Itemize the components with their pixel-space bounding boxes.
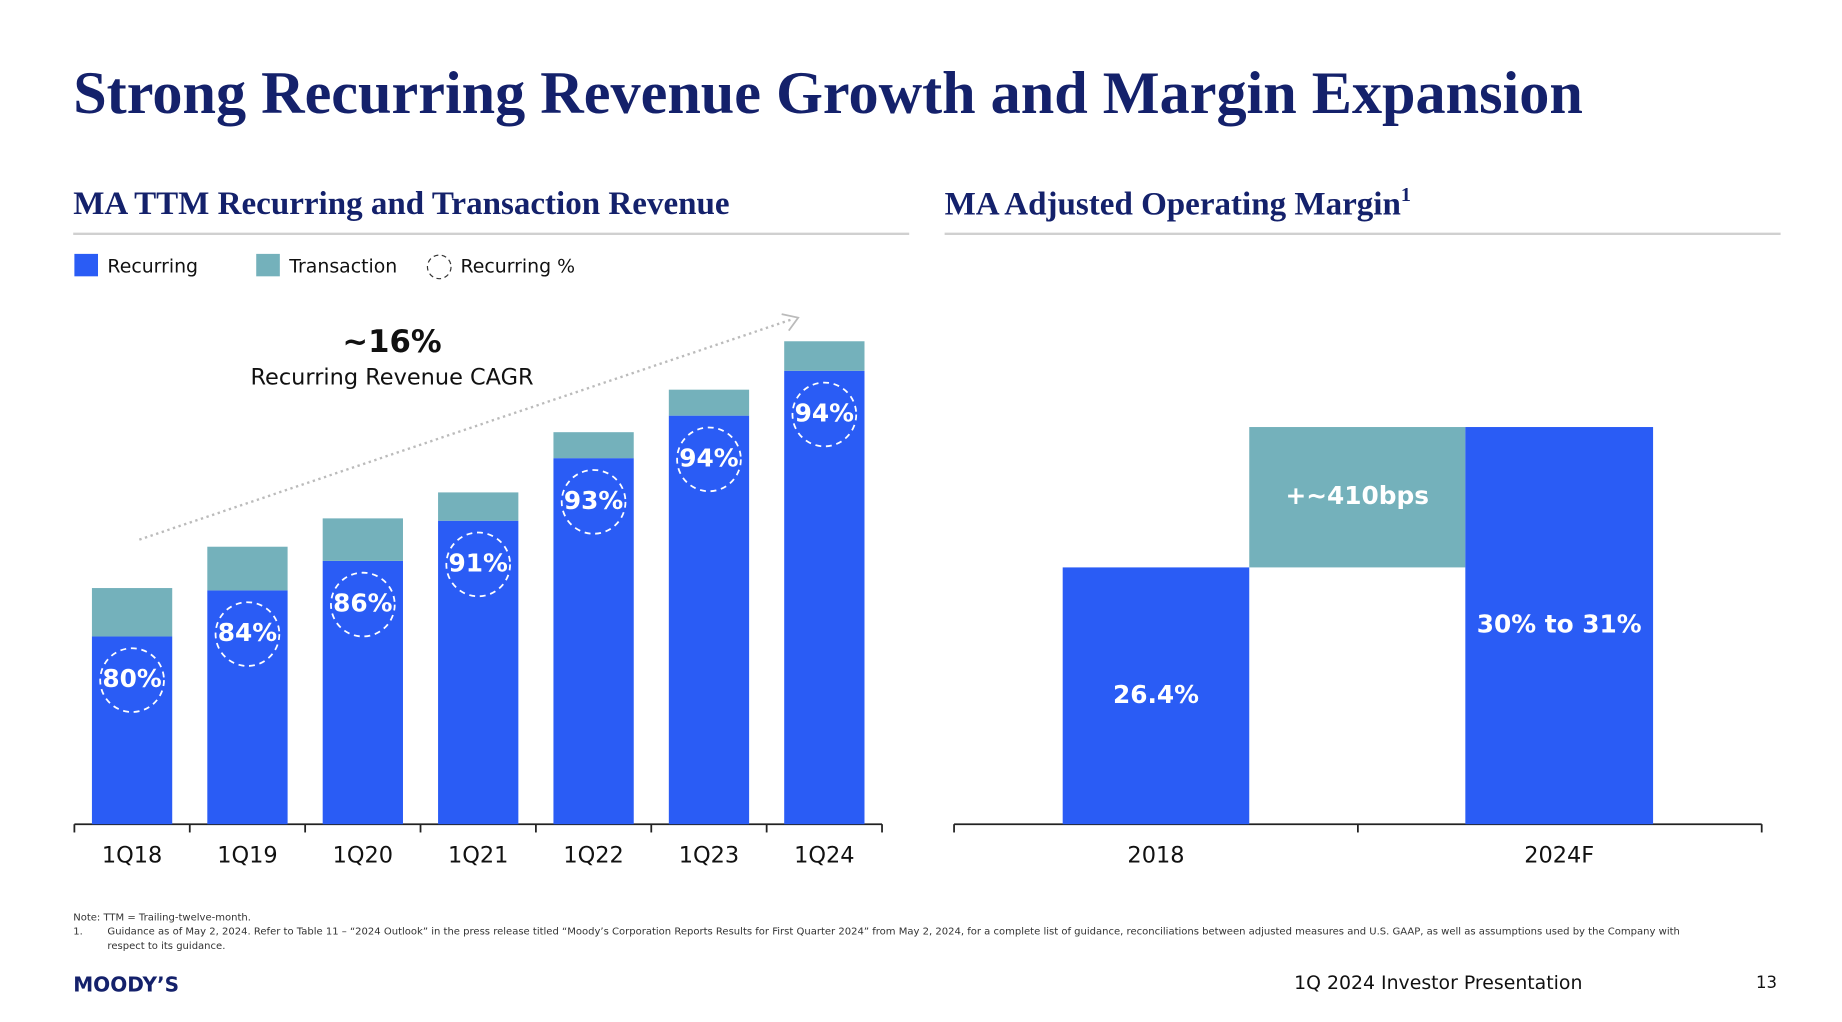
data-label: 93% xyxy=(564,486,623,515)
data-label: +~410bps xyxy=(1286,481,1429,510)
page-number: 13 xyxy=(1756,973,1777,992)
bar-segment xyxy=(207,590,288,825)
bar xyxy=(1249,427,1466,568)
x-tick-label: 1Q21 xyxy=(448,843,508,869)
bar-segment xyxy=(322,518,403,561)
x-tick-label: 2024F xyxy=(1524,843,1594,869)
note-line: respect to its guidance. xyxy=(107,941,225,952)
data-label: 26.4% xyxy=(1113,680,1199,709)
bar-segment xyxy=(438,520,519,825)
chart-title: MA TTM Recurring and Transaction Revenue xyxy=(73,186,729,222)
legend-swatch xyxy=(426,254,452,280)
recurring-pct-marker xyxy=(791,381,858,448)
data-label: 94% xyxy=(679,443,738,472)
legend-label: Recurring xyxy=(107,255,198,277)
bar-segment xyxy=(553,458,634,825)
recurring-pct-marker xyxy=(445,531,511,598)
x-tick-label: 1Q22 xyxy=(563,843,623,869)
slide-title: Strong Recurring Revenue Growth and Marg… xyxy=(73,60,1583,127)
recurring-pct-marker xyxy=(330,571,396,638)
bar xyxy=(1062,567,1250,825)
data-label: 94% xyxy=(795,398,854,427)
legend-swatch xyxy=(256,253,280,277)
bar-segment xyxy=(553,432,634,459)
legend-label: Recurring % xyxy=(461,255,576,277)
x-tick-label: 2018 xyxy=(1127,843,1184,869)
bar-segment xyxy=(668,389,750,416)
data-label: 86% xyxy=(333,589,392,618)
bar-segment xyxy=(91,588,173,637)
annotation-text: Recurring Revenue CAGR xyxy=(250,364,533,390)
data-label: 84% xyxy=(218,618,277,647)
bar-segment xyxy=(668,415,750,825)
annotation-title: ~16% xyxy=(342,325,441,360)
recurring-pct-marker xyxy=(214,601,281,667)
bar-segment xyxy=(784,370,865,825)
recurring-pct-marker xyxy=(99,647,165,713)
x-tick-label: 1Q23 xyxy=(679,843,739,869)
note-line: Guidance as of May 2, 2024. Refer to Tab… xyxy=(107,927,1679,938)
x-tick-label: 1Q19 xyxy=(217,843,277,869)
bar-segment xyxy=(91,636,173,825)
bar-segment xyxy=(322,560,403,825)
data-label: 80% xyxy=(102,664,161,693)
note: Note: TTM = Trailing-twelve-month. xyxy=(73,912,251,923)
x-tick-label: 1Q24 xyxy=(794,843,854,869)
chart-title: MA Adjusted Operating Margin1 xyxy=(945,184,1411,223)
bar-segment xyxy=(784,341,865,371)
note-number: 1. xyxy=(73,927,83,938)
legend-label: Transaction xyxy=(288,255,397,277)
bar xyxy=(1465,427,1654,825)
arrow-head xyxy=(781,313,800,332)
logo: MOODY’S xyxy=(73,972,179,996)
x-tick-label: 1Q20 xyxy=(333,843,393,869)
footnote-mark: 1 xyxy=(1401,184,1411,206)
legend-swatch xyxy=(74,253,99,277)
presentation-name: 1Q 2024 Investor Presentation xyxy=(1294,972,1582,994)
bar-segment xyxy=(438,492,519,521)
x-tick-label: 1Q18 xyxy=(102,843,162,869)
data-label: 91% xyxy=(449,548,508,577)
recurring-pct-marker xyxy=(560,469,627,535)
bar-segment xyxy=(207,546,288,591)
data-label: 30% to 31% xyxy=(1477,610,1642,639)
chart-title-text: MA Adjusted Operating Margin xyxy=(945,186,1401,222)
recurring-pct-marker xyxy=(676,426,742,493)
